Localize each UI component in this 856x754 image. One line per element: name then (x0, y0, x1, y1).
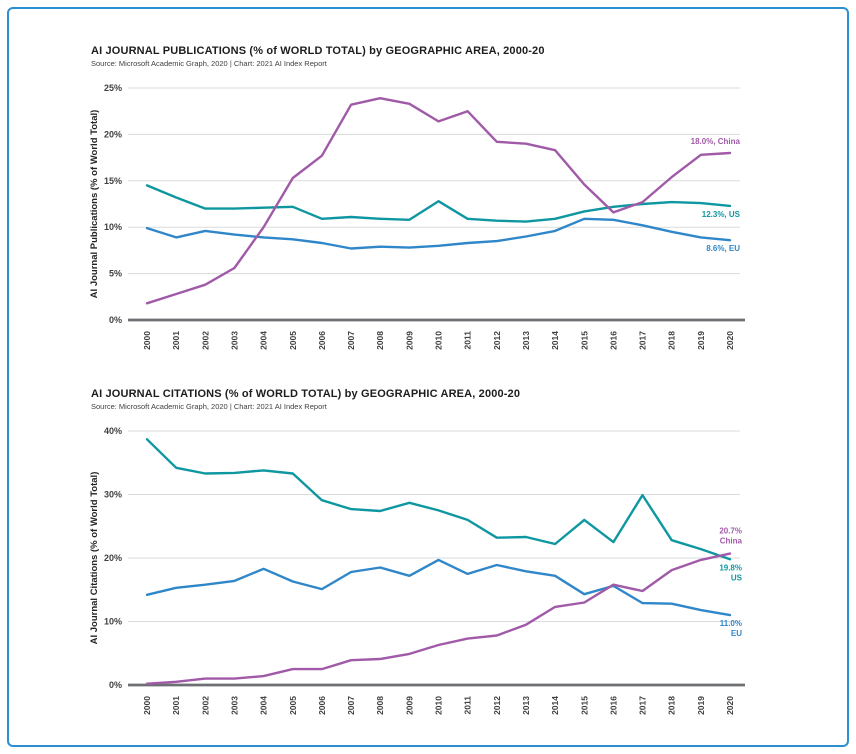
eu-line (145, 217, 732, 250)
y-axis-title: AI Journal Citations (% of World Total) (89, 472, 100, 645)
x-tick-label: 2007 (346, 331, 356, 350)
eu-end-label: EU (731, 629, 742, 638)
publications-chart-title: AI JOURNAL PUBLICATIONS (% of WORLD TOTA… (91, 45, 545, 57)
x-tick-label: 2010 (434, 696, 444, 715)
x-tick-label: 2019 (696, 331, 706, 350)
x-tick-label: 2002 (200, 331, 210, 350)
citations-chart-source: Source: Microsoft Academic Graph, 2020 |… (91, 402, 327, 411)
x-tick-label: 2017 (638, 331, 648, 350)
x-tick-label: 2019 (696, 696, 706, 715)
x-tick-label: 2011 (463, 696, 473, 715)
us-line (145, 438, 732, 561)
x-tick-label: 2015 (579, 331, 589, 350)
citations-chart: 0% 10% 20% 30% 40% 2000 2001 2002 2003 2004 2005 20… (89, 426, 745, 715)
china-end-label: 20.7% (719, 527, 742, 536)
us-end-label: US (731, 573, 743, 582)
us-line (145, 184, 732, 223)
x-tick-label: 2010 (434, 331, 444, 350)
us-end-label: 12.3%, US (702, 210, 741, 219)
us-end-label: 19.8% (719, 563, 742, 572)
eu-end-label: 8.6%, EU (706, 244, 740, 253)
y-tick-label: 30% (104, 490, 122, 500)
x-tick-label: 2012 (492, 696, 502, 715)
page-border (7, 7, 849, 747)
x-tick-label: 2009 (404, 331, 414, 350)
x-tick-label: 2000 (142, 331, 152, 350)
y-axis-title: AI Journal Publications (% of World Tota… (89, 110, 100, 299)
publications-chart: 0% 5% 10% 15% 20% 25% 2000 2001 2002 2003 2004 2005… (89, 83, 745, 350)
citations-chart-title: AI JOURNAL CITATIONS (% of WORLD TOTAL) … (91, 388, 521, 400)
x-tick-label: 2006 (317, 331, 327, 350)
x-tick-label: 2016 (608, 696, 618, 715)
x-tick-label: 2017 (638, 696, 648, 715)
y-tick-label: 20% (104, 129, 122, 139)
y-tick-label: 10% (104, 222, 122, 232)
x-tick-label: 2013 (521, 331, 531, 350)
y-tick-label: 0% (109, 680, 122, 690)
x-tick-label: 2020 (725, 331, 735, 350)
x-tick-label: 2016 (608, 331, 618, 350)
x-tick-label: 2000 (142, 696, 152, 715)
china-line (145, 96, 732, 305)
x-tick-label: 2013 (521, 696, 531, 715)
x-tick-label: 2008 (375, 696, 385, 715)
x-tick-label: 2001 (171, 696, 181, 715)
china-end-label: China (720, 537, 743, 546)
x-tick-label: 2018 (667, 696, 677, 715)
y-tick-label: 15% (104, 176, 122, 186)
x-tick-label: 2003 (229, 331, 239, 350)
x-tick-label: 2005 (288, 331, 298, 350)
x-tick-label: 2011 (463, 331, 473, 350)
eu-end-label: 11.0% (720, 619, 742, 628)
x-tick-label: 2006 (317, 696, 327, 715)
x-tick-label: 2005 (288, 696, 298, 715)
x-tick-label: 2014 (550, 696, 560, 715)
y-tick-label: 0% (109, 315, 122, 325)
x-tick-label: 2001 (171, 331, 181, 350)
x-tick-label: 2014 (550, 331, 560, 350)
x-tick-label: 2008 (375, 331, 385, 350)
publications-chart-source: Source: Microsoft Academic Graph, 2020 |… (91, 59, 327, 68)
china-end-label: 18.0%, China (691, 137, 741, 146)
x-tick-label: 2002 (200, 696, 210, 715)
x-tick-label: 2007 (346, 696, 356, 715)
y-tick-label: 10% (104, 617, 122, 627)
china-line (145, 552, 732, 685)
x-tick-label: 2020 (725, 696, 735, 715)
y-tick-label: 40% (104, 426, 122, 436)
x-tick-label: 2015 (579, 696, 589, 715)
x-tick-label: 2004 (259, 696, 269, 715)
x-tick-label: 2012 (492, 331, 502, 350)
eu-line (145, 558, 732, 617)
x-tick-label: 2018 (667, 331, 677, 350)
y-tick-label: 20% (104, 553, 122, 563)
y-tick-label: 25% (104, 83, 122, 93)
x-tick-label: 2004 (259, 331, 269, 350)
x-tick-label: 2009 (404, 696, 414, 715)
y-tick-label: 5% (109, 269, 122, 279)
x-tick-label: 2003 (229, 696, 239, 715)
